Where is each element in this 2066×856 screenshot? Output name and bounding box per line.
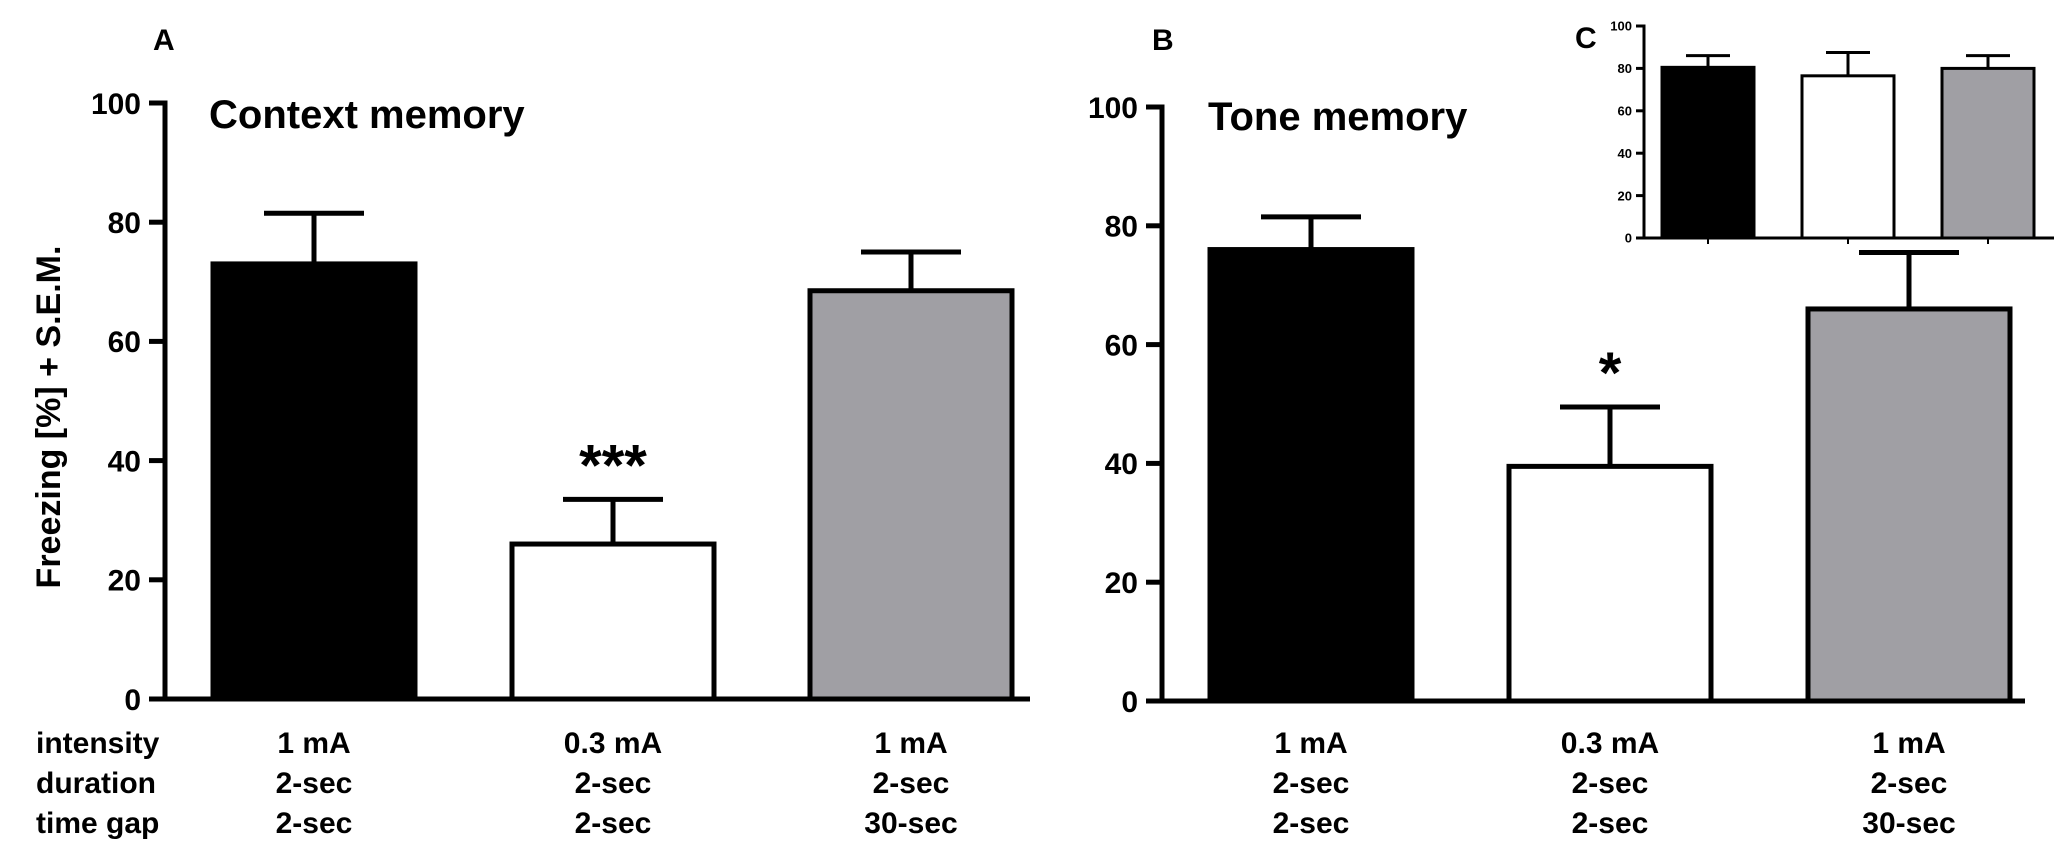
bar-b-1 [1207, 247, 1415, 704]
bar-c-2 [1800, 74, 1896, 240]
group-label-a-1-3: 2-sec [276, 807, 353, 840]
title-a: Context memory [209, 93, 525, 137]
plot-area-c: 0 20 40 60 80 100 [1610, 19, 2054, 246]
group-label-b-3-3: 30-sec [1862, 807, 1955, 840]
bar-c-3 [1940, 66, 2036, 240]
y-tick-label-b-1: 20 [1105, 567, 1138, 600]
group-label-a-2-3: 2-sec [575, 807, 652, 840]
group-label-b-3-2: 2-sec [1871, 767, 1948, 800]
bar-a-1 [210, 261, 418, 702]
group-label-b-2-1: 0.3 mA [1561, 727, 1659, 760]
significance-b-2: * [1599, 341, 1622, 406]
row-label-time-gap: time gap [36, 807, 159, 840]
y-tick-label-b-2: 40 [1105, 448, 1138, 481]
group-label-b-2-2: 2-sec [1572, 767, 1649, 800]
y-tick-label-a-3: 60 [108, 326, 141, 359]
y-tick-label-b-0: 0 [1121, 686, 1138, 719]
bar-b-3 [1805, 306, 2013, 704]
panel-label-b: B [1152, 24, 1174, 57]
bar-c-1 [1660, 65, 1756, 240]
y-tick-label-c-3: 60 [1618, 103, 1632, 118]
group-label-a-3-3: 30-sec [864, 807, 957, 840]
bar-a-3 [807, 288, 1015, 702]
y-tick-label-a-5: 100 [91, 88, 141, 121]
row-label-duration: duration [36, 767, 156, 800]
y-tick-label-a-4: 80 [108, 207, 141, 240]
group-label-a-2-1: 0.3 mA [564, 727, 662, 760]
y-tick-label-a-0: 0 [124, 684, 141, 717]
y-tick-label-a-2: 40 [108, 445, 141, 478]
y-tick-label-c-1: 20 [1618, 188, 1632, 203]
panel-label-c: C [1575, 22, 1597, 55]
y-tick-label-a-1: 20 [108, 565, 141, 598]
group-label-b-2-3: 2-sec [1572, 807, 1649, 840]
y-tick-label-c-0: 0 [1625, 231, 1632, 246]
group-label-a-1-1: 1 mA [277, 727, 350, 760]
title-b: Tone memory [1208, 95, 1468, 139]
plot-area-b: 1 mA 2-sec 2-sec * 0.3 mA 2-sec 2-sec 1 mA 2-sec… [1088, 92, 2025, 840]
group-label-b-3-1: 1 mA [1872, 727, 1945, 760]
row-label-intensity: intensity [36, 727, 160, 760]
plot-area-a: 1 mA 2-sec 2-sec *** 0.3 mA 2-sec 2-sec 1 mA 2-s… [91, 88, 1030, 840]
y-tick-label-c-2: 40 [1618, 146, 1632, 161]
ylabel-a: Freezing [%] + S.E.M. [30, 246, 68, 589]
significance-a-2: *** [579, 433, 647, 498]
y-tick-label-c-4: 80 [1618, 61, 1632, 76]
y-tick-label-b-3: 60 [1105, 329, 1138, 362]
y-tick-label-c-5: 100 [1610, 19, 1632, 34]
group-label-b-1-1: 1 mA [1274, 727, 1347, 760]
group-label-b-1-2: 2-sec [1273, 767, 1350, 800]
y-tick-label-b-4: 80 [1105, 211, 1138, 244]
group-label-a-3-2: 2-sec [873, 767, 950, 800]
panel-label-a: A [153, 24, 175, 57]
group-label-a-3-1: 1 mA [874, 727, 947, 760]
bar-b-2 [1506, 463, 1714, 704]
y-tick-label-b-5: 100 [1088, 92, 1138, 125]
group-label-a-2-2: 2-sec [575, 767, 652, 800]
group-label-b-1-3: 2-sec [1273, 807, 1350, 840]
bar-a-2 [509, 541, 717, 702]
group-label-a-1-2: 2-sec [276, 767, 353, 800]
